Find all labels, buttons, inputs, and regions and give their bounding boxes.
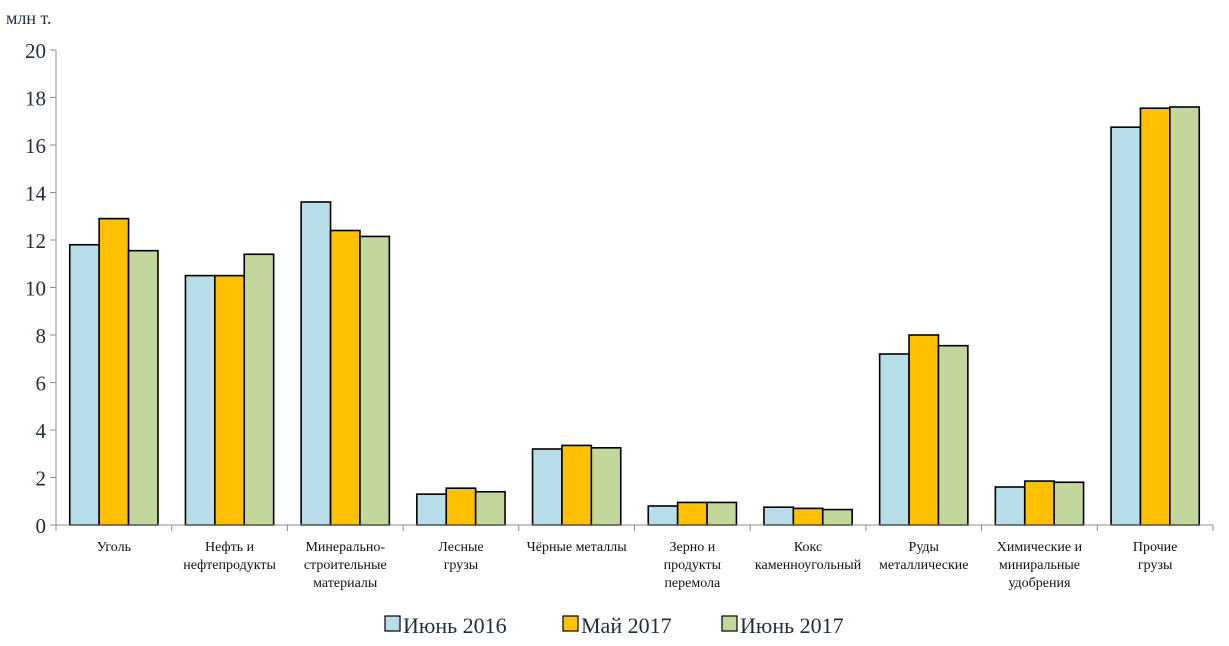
bar (908, 334, 940, 526)
bar (937, 344, 969, 526)
bar (792, 507, 824, 526)
legend-swatch (721, 615, 738, 632)
legend: Июнь 2016 Май 2017 Июнь 2017 (384, 613, 844, 638)
x-tick-label: Прочие грузы (1133, 540, 1178, 573)
bar (416, 493, 448, 526)
y-axis-label: млн т. (6, 8, 52, 28)
x-tick-label: Зерно и продукты перемола (664, 540, 722, 591)
y-tick-label: 6 (36, 372, 47, 396)
x-tick-label: Уголь (97, 540, 131, 555)
y-tick-label: 4 (36, 419, 47, 443)
legend-swatch (562, 615, 579, 632)
y-axis-ticks: 0 2 4 6 8 10 12 14 16 18 20 (25, 39, 47, 538)
x-tick-label: Лесные грузы (438, 540, 483, 573)
bar (68, 243, 100, 526)
bar (590, 447, 622, 526)
y-tick-label: 0 (36, 514, 47, 538)
bar (1023, 480, 1055, 526)
y-tick-label: 2 (36, 467, 47, 491)
y-tick-label: 10 (25, 277, 46, 301)
bar (445, 487, 477, 526)
x-tick-label: Химические и миниральные удобрения (997, 540, 1083, 591)
x-tick-label: Руды металлические (879, 540, 969, 573)
bar (329, 229, 361, 526)
bar (531, 448, 563, 526)
y-tick-label: 18 (25, 87, 46, 111)
x-tick-label: Чёрные металлы (527, 540, 628, 555)
legend-label: Май 2017 (581, 613, 672, 638)
legend-label: Июнь 2017 (740, 613, 844, 638)
bar (706, 501, 738, 526)
x-tick-label: Минерально-строительные материалы (304, 540, 387, 591)
bar (561, 444, 593, 526)
y-tick-label: 16 (25, 134, 46, 158)
bar (214, 274, 246, 526)
bar (98, 217, 130, 526)
x-axis-ticks: Уголь Нефть и нефтепродукты Минерально-стро… (97, 540, 1178, 591)
bar (474, 490, 506, 526)
bar (127, 249, 159, 526)
y-tick-label: 20 (25, 39, 46, 63)
bar (184, 274, 216, 526)
y-tick-label: 12 (25, 229, 46, 253)
bar (1169, 106, 1201, 526)
bar (647, 505, 679, 526)
bar (243, 253, 275, 526)
bar (1110, 126, 1142, 526)
bar (1139, 107, 1171, 526)
x-tick-label: Кокс каменноугольный (755, 540, 862, 573)
bar (994, 486, 1026, 526)
x-tick-label: Нефть и нефтепродукты (183, 540, 276, 573)
bar (763, 506, 795, 526)
bar (821, 508, 853, 526)
bars (68, 106, 1201, 526)
bar (1053, 481, 1085, 526)
bar (359, 235, 391, 526)
axes (50, 49, 1214, 531)
bar (676, 501, 708, 526)
bar (878, 353, 910, 526)
y-tick-label: 14 (25, 182, 47, 206)
y-tick-label: 8 (36, 324, 47, 348)
legend-swatch (384, 615, 401, 632)
bar (300, 201, 332, 526)
legend-label: Июнь 2016 (403, 613, 507, 638)
